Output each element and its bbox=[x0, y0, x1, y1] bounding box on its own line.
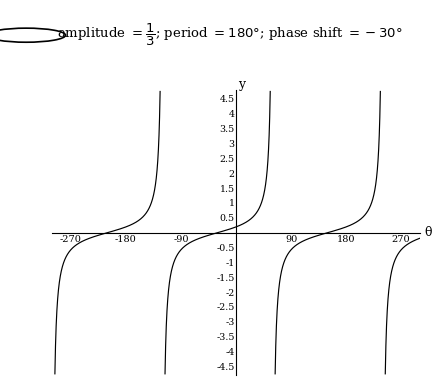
Text: θ: θ bbox=[424, 226, 432, 239]
Text: amplitude $= \dfrac{1}{3}$; period $= 180°$; phase shift $= -30°$: amplitude $= \dfrac{1}{3}$; period $= 18… bbox=[57, 22, 402, 48]
Text: y: y bbox=[239, 77, 246, 91]
